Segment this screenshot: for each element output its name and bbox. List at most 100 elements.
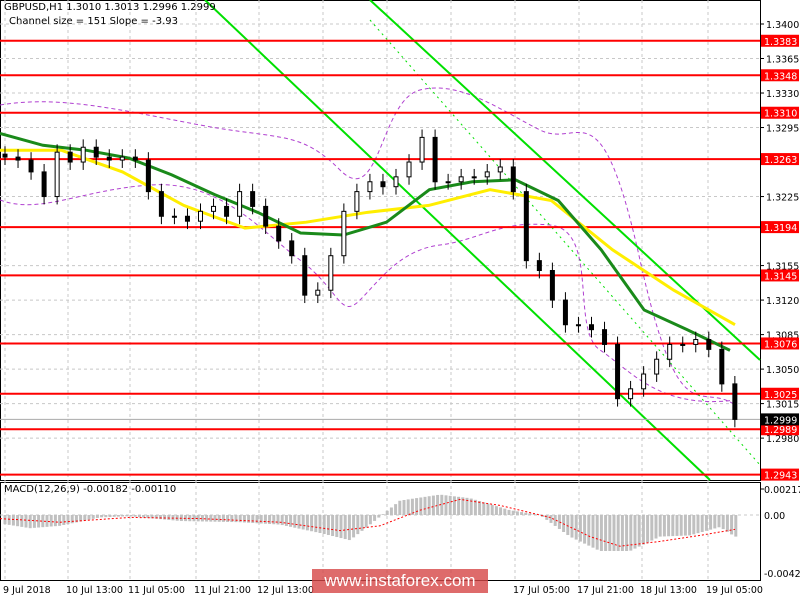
macd-histogram-bar xyxy=(347,515,351,541)
time-label: 17 Jul 21:00 xyxy=(577,585,634,596)
macd-histogram-bar xyxy=(360,515,364,531)
candle-body xyxy=(445,181,451,184)
macd-histogram-bar xyxy=(154,515,158,519)
macd-histogram-bar xyxy=(427,496,431,515)
candle-body xyxy=(497,166,503,173)
time-label: 19 Jul 05:00 xyxy=(706,585,763,596)
macd-tick-label: 0.00217 xyxy=(764,485,800,496)
candle-body xyxy=(54,151,60,198)
macd-histogram-bar xyxy=(599,515,603,551)
macd-histogram-bar xyxy=(293,515,297,528)
macd-histogram-bar xyxy=(415,498,419,515)
macd-histogram-bar xyxy=(688,515,692,536)
level-label: 1.3383 xyxy=(764,37,797,48)
macd-histogram-bar xyxy=(20,515,24,527)
candle-body xyxy=(641,373,647,390)
macd-tick-label: -0.00429 xyxy=(764,569,800,580)
macd-histogram-bar xyxy=(305,515,309,531)
level-label-box xyxy=(761,106,799,119)
candle-body xyxy=(575,324,581,327)
symbol-info: GBPUSD,H1 1.3010 1.3013 1.2996 1.2999 xyxy=(4,2,216,13)
macd-histogram-bar xyxy=(612,515,616,551)
macd-histogram-bar xyxy=(524,512,528,515)
candle-body xyxy=(602,329,608,345)
level-label-box xyxy=(761,69,799,82)
candle-body xyxy=(250,191,256,207)
macd-histogram-bar xyxy=(570,515,574,538)
main-panel-frame xyxy=(0,0,761,481)
macd-histogram-bar xyxy=(545,515,549,520)
macd-histogram-bar xyxy=(520,512,524,515)
macd-histogram-bar xyxy=(637,515,641,547)
macd-histogram-bar xyxy=(591,515,595,548)
level-label-box xyxy=(761,423,799,436)
price-tick-label: 1.3225 xyxy=(766,193,799,204)
macd-histogram-bar xyxy=(209,515,213,522)
macd-histogram-bar xyxy=(675,515,679,536)
macd-histogram-bar xyxy=(507,509,511,515)
macd-histogram-bar xyxy=(255,515,259,524)
candle-body xyxy=(106,156,112,161)
candle-body xyxy=(562,299,568,326)
macd-histogram-bar xyxy=(251,515,255,523)
macd-histogram-bar xyxy=(263,515,267,524)
macd-histogram-bar xyxy=(7,515,11,525)
macd-histogram-bar xyxy=(238,515,242,523)
candle-body xyxy=(680,343,686,346)
macd-histogram-bar xyxy=(436,494,440,515)
channel-info: Channel size = 151 Slope = -3.93 xyxy=(9,16,178,27)
macd-histogram-bar xyxy=(188,515,192,522)
price-tick-label: 1.3400 xyxy=(766,20,799,31)
macd-histogram-bar xyxy=(646,515,650,543)
price-tick-label: 1.3120 xyxy=(766,296,799,307)
candle-body xyxy=(224,205,230,217)
macd-histogram-bar xyxy=(457,496,461,515)
macd-histogram-bar xyxy=(100,515,104,518)
macd-histogram-bar xyxy=(452,496,456,515)
macd-histogram-bar xyxy=(461,497,465,515)
macd-histogram-bar xyxy=(402,500,406,515)
macd-histogram-bar xyxy=(314,515,318,533)
macd-histogram-bar xyxy=(503,508,507,515)
level-label-box xyxy=(761,153,799,166)
macd-histogram-bar xyxy=(389,507,393,515)
level-label: 1.3194 xyxy=(764,223,797,234)
candle-body xyxy=(119,156,125,161)
time-label: 9 Jul 2018 xyxy=(3,585,51,596)
candle-body xyxy=(171,215,177,218)
macd-histogram-bar xyxy=(595,515,599,550)
candle-body xyxy=(28,159,34,173)
macd-histogram-bar xyxy=(410,498,414,515)
macd-histogram-bar xyxy=(709,515,713,530)
macd-histogram-bar xyxy=(444,495,448,515)
macd-histogram-bar xyxy=(83,515,87,521)
macd-histogram-bar xyxy=(700,515,704,532)
macd-histogram-bar xyxy=(230,515,234,523)
macd-histogram-bar xyxy=(448,495,452,515)
macd-histogram-bar xyxy=(158,515,162,520)
macd-histogram-bar xyxy=(150,515,154,519)
macd-histogram-bar xyxy=(66,515,70,525)
macd-histogram-bar xyxy=(79,515,83,522)
price-tick-label: 1.3330 xyxy=(766,89,799,100)
macd-histogram-bar xyxy=(662,515,666,537)
macd-histogram-bar xyxy=(721,515,725,530)
macd-histogram-bar xyxy=(574,515,578,540)
macd-histogram-bar xyxy=(192,515,196,522)
macd-tick-label: 0.00 xyxy=(764,511,785,522)
macd-histogram-bar xyxy=(385,510,389,515)
macd-histogram-bar xyxy=(247,515,251,523)
macd-histogram-bar xyxy=(16,515,20,527)
price-tick-label: 1.3085 xyxy=(766,331,799,342)
candle-body xyxy=(523,191,529,262)
macd-histogram-bar xyxy=(717,515,721,528)
macd-histogram-bar xyxy=(213,515,217,522)
macd-histogram-bar xyxy=(629,515,633,551)
macd-histogram-bar xyxy=(121,515,125,517)
candle-body xyxy=(80,146,86,163)
candle-body xyxy=(484,171,490,178)
macd-histogram-bar xyxy=(196,515,200,522)
candle-body xyxy=(719,348,725,385)
macd-histogram-bar xyxy=(234,515,238,523)
